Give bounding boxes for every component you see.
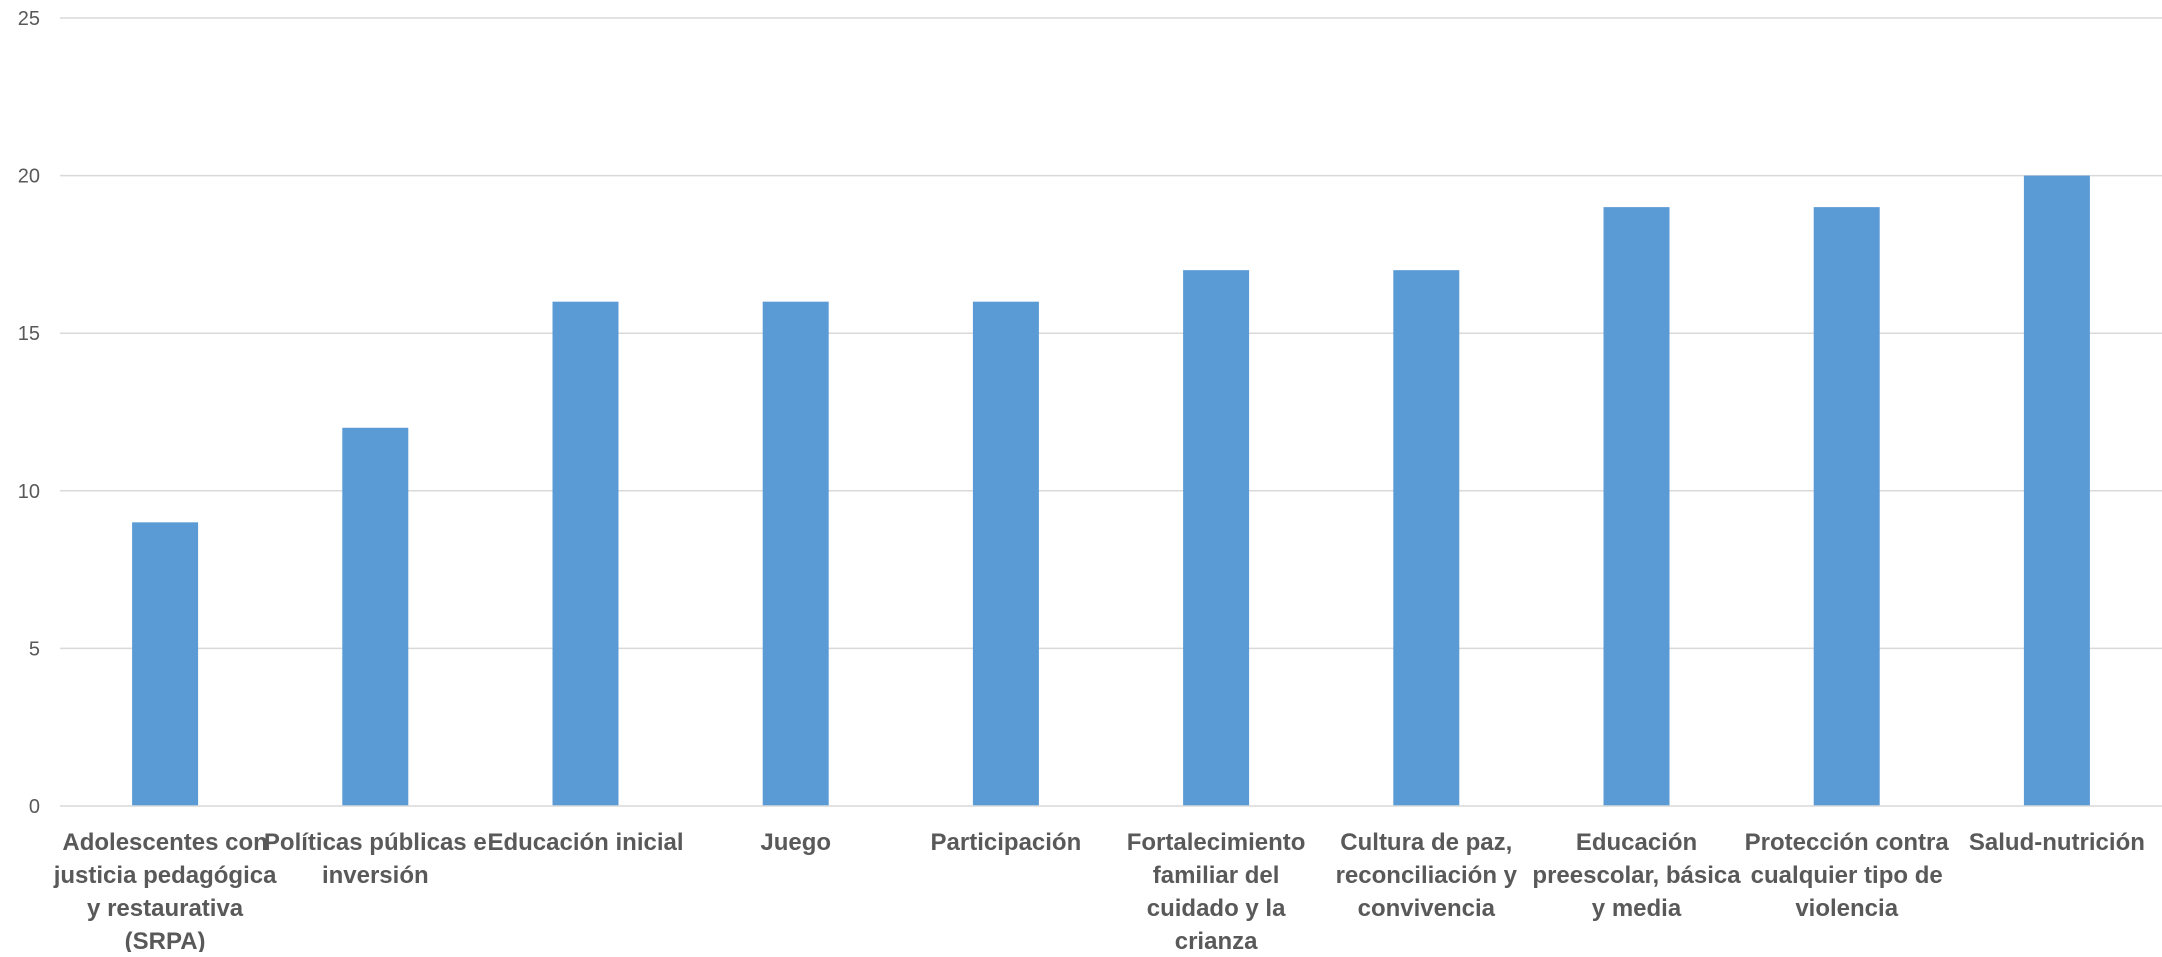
x-category-label-line: Salud-nutrición	[1969, 829, 2145, 856]
x-category-label-line: Participación	[931, 829, 1082, 856]
bar	[2023, 175, 2090, 807]
bar	[1813, 207, 1880, 806]
x-category-label-line: reconciliación y	[1336, 862, 1518, 889]
x-category-label-line: violencia	[1795, 895, 1898, 922]
x-category-label-line: justicia pedagógica	[53, 862, 277, 889]
x-category-label: Protección contra cualquier tipo de violen…	[1745, 829, 1950, 922]
bar	[552, 301, 619, 806]
x-category-label: Educación inicial	[487, 829, 683, 856]
gridlines	[60, 17, 2162, 650]
x-category-label-line: Fortalecimiento	[1127, 829, 1306, 856]
x-category-label-line: cualquier tipo de	[1751, 862, 1943, 889]
bar	[1183, 270, 1250, 806]
bar	[1393, 270, 1460, 806]
x-category-label-line: y media	[1592, 895, 1682, 922]
x-category-label: Políticas públicas e inversión	[264, 829, 487, 889]
x-category-label-line: Educación	[1576, 829, 1697, 856]
x-category-label-line: (SRPA)	[125, 928, 206, 952]
y-axis-ticks: 0 5 10 15 20 25	[18, 8, 40, 818]
x-category-label: Juego	[760, 829, 831, 856]
y-tick-label: 25	[18, 8, 40, 30]
x-category-label-line: convivencia	[1358, 895, 1496, 922]
y-tick-label: 5	[29, 638, 40, 660]
x-category-label-line: cuidado y la	[1147, 895, 1286, 922]
x-category-label-line: Protección contra	[1745, 829, 1950, 856]
y-tick-label: 20	[18, 166, 40, 188]
y-tick-label: 0	[29, 796, 40, 818]
x-category-label-line: Adolescentes con	[62, 829, 267, 856]
bar	[342, 427, 409, 806]
x-category-label-line: crianza	[1175, 928, 1258, 952]
x-category-label-line: inversión	[322, 862, 429, 889]
x-category-label-line: y restaurativa	[87, 895, 244, 922]
x-category-label: Cultura de paz, reconciliación y convivenc…	[1336, 829, 1518, 922]
y-tick-label: 15	[18, 323, 40, 345]
bar	[972, 301, 1039, 806]
bar	[762, 301, 829, 806]
x-category-label-line: Políticas públicas e	[264, 829, 487, 856]
x-category-label: Educación preescolar, básica y media	[1532, 829, 1741, 922]
x-category-label: Adolescentes con justicia pedagógica y res…	[53, 829, 277, 952]
x-category-label-line: Juego	[760, 829, 831, 856]
x-category-label-line: Cultura de paz,	[1340, 829, 1512, 856]
x-category-label: Fortalecimiento familiar del cuidado y la c…	[1127, 829, 1306, 952]
y-tick-label: 10	[18, 481, 40, 503]
x-axis-labels: Adolescentes con justicia pedagógica y res…	[53, 829, 2145, 955]
x-category-label: Participación	[931, 829, 1082, 856]
x-category-label-line: Educación inicial	[487, 829, 683, 856]
x-category-label-line: preescolar, básica	[1532, 862, 1741, 889]
bar	[132, 522, 199, 806]
bar	[1603, 207, 1670, 806]
bars	[132, 175, 2090, 807]
x-category-label-line: familiar del	[1153, 862, 1280, 889]
x-category-label: Salud-nutrición	[1969, 829, 2145, 856]
